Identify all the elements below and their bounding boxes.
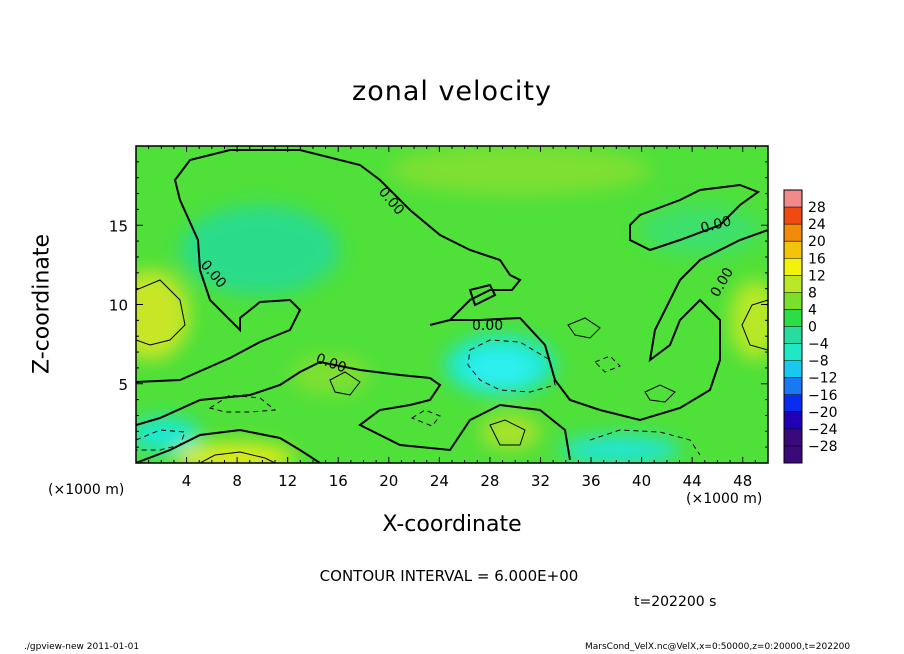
colorbar-band bbox=[784, 207, 802, 225]
contour-lower bbox=[136, 360, 571, 461]
x-tick-label: 20 bbox=[379, 472, 398, 490]
y-tick-label: 10 bbox=[109, 297, 128, 315]
colorbar-label: −20 bbox=[808, 405, 838, 421]
contour-zero-lines bbox=[136, 149, 768, 463]
footer-right: MarsCond_VelX.nc@VelX,x=0:50000,z=0:2000… bbox=[585, 642, 851, 652]
colorbar-band bbox=[784, 258, 802, 276]
x-tick-label: 32 bbox=[531, 472, 550, 490]
colorbar-label: −16 bbox=[808, 388, 838, 404]
contour-label: 0.00 bbox=[472, 318, 503, 334]
blob-top-lightgreen bbox=[390, 146, 650, 195]
colorbar-band bbox=[784, 292, 802, 310]
colorbar-band bbox=[784, 275, 802, 293]
blob-center-cyan-core bbox=[465, 350, 535, 386]
y-tick-label: 15 bbox=[109, 217, 128, 235]
x-tick-label: 8 bbox=[232, 472, 242, 490]
colorbar-band bbox=[784, 241, 802, 259]
colorbar-label: −24 bbox=[808, 422, 838, 438]
x-tick-label: 12 bbox=[278, 472, 297, 490]
contour-bottom-yellow bbox=[199, 451, 276, 463]
x-tick-label: 40 bbox=[632, 472, 651, 490]
contour-negative-lines bbox=[136, 339, 701, 456]
contour-right-small-2 bbox=[644, 384, 676, 403]
blob-upper-left-teal bbox=[180, 205, 340, 295]
colorbar-band bbox=[784, 411, 802, 430]
colorbar-label: 8 bbox=[808, 285, 817, 301]
x-unit-label-right: (×1000 m) bbox=[686, 491, 763, 507]
contour-mid-small bbox=[329, 371, 361, 396]
colorbar-label: 0 bbox=[808, 320, 817, 336]
contour-left-negative bbox=[208, 394, 277, 413]
heatmap-field: 0.00 0.00 0.00 0.00 0.00 0.00 0.00 bbox=[136, 146, 768, 463]
contour-label: 0.00 bbox=[699, 213, 733, 237]
x-tick-label: 28 bbox=[480, 472, 499, 490]
contour-center-negative bbox=[467, 339, 556, 393]
field-background bbox=[136, 146, 768, 463]
contour-center-bottom bbox=[489, 419, 526, 446]
y-axis-label: Z-coordinate bbox=[29, 234, 55, 374]
contour-right-yellow bbox=[741, 299, 768, 351]
x-axis-label: X-coordinate bbox=[382, 512, 522, 537]
contour-right-negative bbox=[594, 355, 621, 373]
colorbar-band bbox=[784, 377, 802, 396]
colorbar-label: 4 bbox=[808, 302, 817, 318]
blob-bottom-left-cyan bbox=[136, 417, 200, 453]
colorbar-label: 12 bbox=[808, 268, 826, 284]
colorbar-band bbox=[784, 428, 802, 447]
colorbar-label: −8 bbox=[808, 354, 829, 370]
x-tick-label: 16 bbox=[329, 472, 348, 490]
colorbar-band bbox=[784, 326, 802, 344]
x-tick-label: 48 bbox=[733, 472, 752, 490]
x-axis: 4 8 12 16 20 24 28 32 36 40 44 48 bbox=[148, 146, 756, 490]
colorbar-label: −28 bbox=[808, 439, 838, 455]
contour-label: 0.00 bbox=[450, 306, 481, 322]
contour-bottom-left bbox=[136, 428, 321, 463]
contour-left-yellow bbox=[136, 279, 186, 346]
colorbar-label: −4 bbox=[808, 337, 829, 353]
colorbar-label: 20 bbox=[808, 234, 826, 250]
blob-left-yellow bbox=[136, 270, 190, 360]
colorbar-label: 24 bbox=[808, 217, 826, 233]
y-axis: 5 10 15 bbox=[109, 161, 768, 448]
x-tick-label: 4 bbox=[182, 472, 192, 490]
contour-small-negative bbox=[410, 409, 441, 427]
x-unit-label-left: (×1000 m) bbox=[48, 482, 125, 498]
contour-right-small bbox=[567, 317, 601, 339]
colorbar-band bbox=[784, 343, 802, 361]
time-label: t=202200 s bbox=[634, 594, 717, 610]
colorbar-label: 16 bbox=[808, 251, 826, 267]
contour-interval-label: CONTOUR INTERVAL = 6.000E+00 bbox=[319, 567, 579, 585]
blob-bottom-yellow bbox=[175, 443, 295, 463]
blob-mid-lightgreen bbox=[290, 355, 370, 395]
colorbar-label: 28 bbox=[808, 200, 826, 216]
colorbar-band bbox=[784, 394, 802, 413]
x-tick-label: 36 bbox=[581, 472, 600, 490]
contour-upper-right-loop bbox=[629, 183, 761, 252]
y-tick-label: 5 bbox=[118, 376, 128, 394]
blob-right-yellow bbox=[730, 280, 768, 360]
colorbar-band bbox=[784, 445, 802, 464]
x-tick-label: 24 bbox=[430, 472, 449, 490]
x-tick-label: 44 bbox=[683, 472, 702, 490]
colorbar-band bbox=[784, 190, 802, 208]
contour-secondary-lines bbox=[136, 279, 768, 463]
contour-lowright-negative bbox=[589, 429, 701, 456]
colorbar-band bbox=[784, 224, 802, 242]
colorbar-band bbox=[784, 360, 802, 378]
colorbar-band bbox=[784, 309, 802, 327]
blob-bottom-right-cyan bbox=[560, 435, 680, 463]
chart-title: zonal velocity bbox=[352, 76, 552, 107]
footer-left: ./gpview-new 2011-01-01 bbox=[24, 642, 140, 652]
colorbar-label: −12 bbox=[808, 371, 838, 387]
contour-small-loop bbox=[468, 283, 497, 307]
contour-main bbox=[136, 149, 768, 422]
field-blobs bbox=[136, 146, 768, 463]
contour-lowleft-negative bbox=[136, 429, 186, 451]
